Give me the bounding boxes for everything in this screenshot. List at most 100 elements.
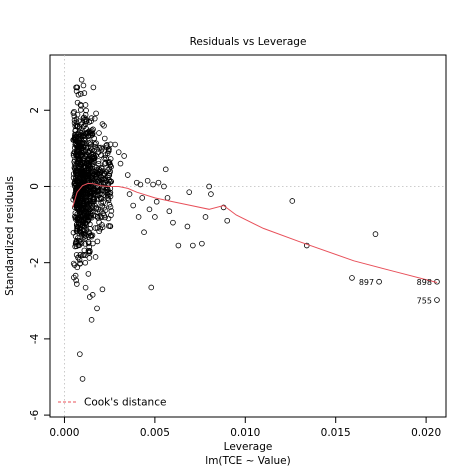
data-point xyxy=(97,167,103,173)
data-point xyxy=(93,140,99,147)
data-point xyxy=(130,202,136,209)
data-point xyxy=(289,198,296,204)
data-point xyxy=(155,179,162,186)
data-point xyxy=(81,216,88,222)
data-point xyxy=(78,121,84,128)
data-point xyxy=(78,167,85,173)
data-points xyxy=(70,76,440,382)
data-point xyxy=(88,144,94,151)
data-point xyxy=(95,171,102,177)
data-point xyxy=(94,225,101,231)
data-point xyxy=(144,177,151,184)
data-point xyxy=(88,317,95,323)
data-point xyxy=(87,130,94,136)
data-point xyxy=(101,170,108,177)
data-point xyxy=(71,274,77,281)
data-point xyxy=(199,240,205,247)
data-point xyxy=(83,186,90,192)
data-point xyxy=(85,271,92,277)
data-point xyxy=(72,134,78,140)
data-point xyxy=(74,281,80,287)
legend: Cook's distance xyxy=(58,397,166,409)
data-point xyxy=(82,184,89,191)
data-point xyxy=(82,284,89,291)
data-point xyxy=(94,238,101,245)
data-point xyxy=(73,167,79,173)
plot-frame xyxy=(49,54,447,418)
data-point xyxy=(87,139,94,146)
smooth-curve xyxy=(72,182,438,283)
data-point xyxy=(85,173,92,180)
data-point xyxy=(73,142,80,148)
data-point xyxy=(101,155,107,161)
data-point xyxy=(186,189,193,195)
point-label: 755 xyxy=(417,297,432,306)
data-point xyxy=(93,206,99,212)
data-point xyxy=(170,219,176,226)
data-point xyxy=(90,151,96,157)
y-tick-label: 2 xyxy=(29,107,41,114)
data-point xyxy=(82,241,88,247)
data-point xyxy=(94,305,100,312)
data-point xyxy=(148,284,155,291)
data-point xyxy=(101,135,108,142)
data-point xyxy=(77,131,84,138)
data-point xyxy=(80,115,87,122)
data-point xyxy=(78,240,85,247)
data-point xyxy=(74,172,80,179)
data-point xyxy=(102,160,109,166)
data-point xyxy=(74,178,80,185)
data-point xyxy=(81,217,87,223)
data-point xyxy=(77,351,83,357)
x-tick-label: 0.010 xyxy=(230,427,260,439)
y-axis: -6 -4 -2 0 2 xyxy=(29,107,51,421)
data-point xyxy=(70,260,77,267)
data-point xyxy=(86,249,93,256)
data-point xyxy=(107,191,113,197)
data-point xyxy=(74,264,81,271)
data-point xyxy=(107,223,114,230)
data-point xyxy=(70,152,77,159)
data-point xyxy=(73,119,80,125)
data-point xyxy=(106,166,113,172)
data-point xyxy=(88,174,95,180)
data-point xyxy=(94,209,101,215)
data-point xyxy=(81,251,87,258)
data-point xyxy=(117,160,124,167)
data-point xyxy=(78,91,84,97)
y-axis-label: Standardized residuals xyxy=(4,176,16,296)
data-point xyxy=(107,156,114,162)
data-point xyxy=(107,204,114,210)
data-point xyxy=(73,252,80,258)
data-point xyxy=(79,376,86,382)
data-point xyxy=(91,180,97,186)
data-point xyxy=(78,206,85,213)
data-point xyxy=(150,181,156,188)
data-point xyxy=(85,240,92,247)
point-label: 898 xyxy=(417,278,432,287)
data-point xyxy=(184,223,191,230)
data-point xyxy=(72,210,79,216)
data-point xyxy=(83,107,89,114)
data-point xyxy=(99,224,106,231)
data-point xyxy=(224,217,231,224)
data-point xyxy=(91,159,97,165)
y-tick-label: -6 xyxy=(29,410,41,421)
data-point xyxy=(107,193,114,200)
model-formula: lm(TCE ~ Value) xyxy=(205,455,290,467)
data-point xyxy=(74,221,80,228)
data-point xyxy=(76,206,83,213)
data-point xyxy=(78,76,85,83)
data-point xyxy=(93,110,99,117)
data-point xyxy=(166,208,173,215)
data-point xyxy=(92,225,99,231)
data-point xyxy=(81,114,87,121)
data-point xyxy=(77,129,84,136)
data-point xyxy=(81,224,88,230)
data-point xyxy=(162,166,169,173)
data-point xyxy=(80,223,87,229)
data-point xyxy=(74,201,80,207)
data-point xyxy=(121,153,127,159)
legend-cooks-label: Cook's distance xyxy=(84,397,166,409)
